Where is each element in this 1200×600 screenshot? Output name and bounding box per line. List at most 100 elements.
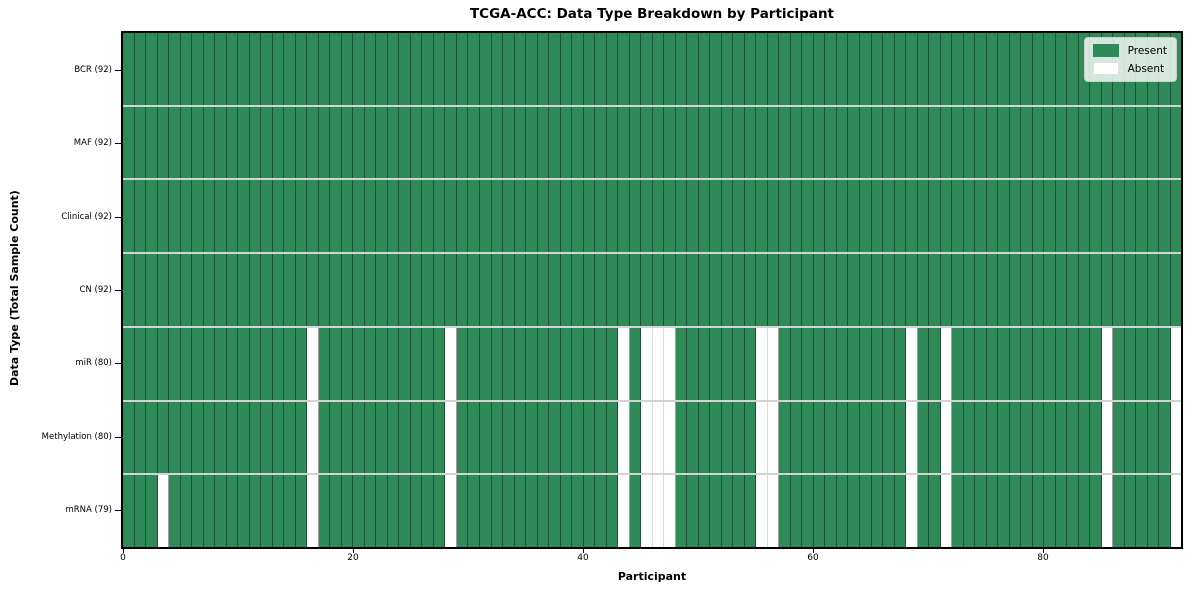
cell-CN-participant-37 bbox=[549, 254, 561, 326]
cell-BCR-participant-47 bbox=[664, 33, 676, 105]
cell-miR-participant-72 bbox=[952, 327, 964, 400]
cell-mRNA-participant-25 bbox=[410, 475, 423, 548]
cell-Methylation-participant-75 bbox=[986, 401, 999, 474]
cell-CN-participant-51 bbox=[710, 254, 722, 326]
cell-miR-participant-36 bbox=[537, 327, 550, 400]
legend-entry-present: Present bbox=[1092, 44, 1167, 57]
cell-CN-participant-54 bbox=[744, 254, 757, 326]
cell-mRNA-participant-23 bbox=[387, 475, 400, 548]
cell-Clinical-participant-29 bbox=[456, 180, 469, 253]
cell-BCR-participant-54 bbox=[744, 33, 757, 105]
cell-miR-participant-91 bbox=[1170, 327, 1182, 400]
cell-miR-participant-43 bbox=[618, 327, 630, 400]
cell-Clinical-participant-89 bbox=[1147, 180, 1160, 253]
cell-Methylation-participant-71 bbox=[940, 401, 953, 474]
cell-miR-participant-59 bbox=[802, 327, 814, 400]
cell-mRNA-participant-71 bbox=[940, 475, 953, 548]
cell-CN-participant-86 bbox=[1113, 254, 1125, 326]
cell-mRNA-participant-28 bbox=[445, 475, 457, 548]
cell-Methylation-participant-12 bbox=[261, 401, 273, 474]
cell-Clinical-participant-60 bbox=[813, 180, 826, 253]
cell-MAF-participant-50 bbox=[698, 106, 711, 179]
cell-CN-participant-82 bbox=[1067, 254, 1079, 326]
cell-BCR-participant-79 bbox=[1032, 33, 1045, 105]
cell-Clinical-participant-88 bbox=[1136, 180, 1148, 253]
cell-mRNA-participant-74 bbox=[975, 475, 987, 548]
cell-mRNA-participant-40 bbox=[583, 475, 596, 548]
cell-BCR-participant-1 bbox=[134, 33, 147, 105]
cell-Methylation-participant-27 bbox=[433, 401, 446, 474]
cell-mRNA-participant-60 bbox=[813, 475, 826, 548]
cell-BCR-participant-72 bbox=[952, 33, 964, 105]
y-tick-mark-miR bbox=[115, 363, 121, 365]
cell-CN-participant-49 bbox=[687, 254, 699, 326]
cell-Methylation-participant-48 bbox=[675, 401, 688, 474]
cell-Clinical-participant-38 bbox=[560, 180, 573, 253]
cell-Clinical-participant-75 bbox=[986, 180, 999, 253]
cell-miR-participant-88 bbox=[1136, 327, 1148, 400]
cell-Methylation-participant-53 bbox=[733, 401, 745, 474]
cell-mRNA-participant-73 bbox=[963, 475, 976, 548]
cell-MAF-participant-44 bbox=[629, 106, 642, 179]
cell-miR-participant-84 bbox=[1090, 327, 1102, 400]
cell-MAF-participant-35 bbox=[526, 106, 538, 179]
cell-mRNA-participant-84 bbox=[1090, 475, 1102, 548]
cell-MAF-participant-75 bbox=[986, 106, 999, 179]
legend: Present Absent bbox=[1083, 37, 1177, 82]
cell-Clinical-participant-27 bbox=[433, 180, 446, 253]
cell-miR-participant-65 bbox=[871, 327, 884, 400]
cell-Clinical-participant-9 bbox=[226, 180, 239, 253]
cell-mRNA-participant-29 bbox=[456, 475, 469, 548]
cell-MAF-participant-53 bbox=[733, 106, 745, 179]
cell-Clinical-participant-46 bbox=[652, 180, 665, 253]
cell-miR-participant-18 bbox=[330, 327, 342, 400]
cell-miR-participant-31 bbox=[479, 327, 492, 400]
cell-MAF-participant-33 bbox=[503, 106, 515, 179]
cell-miR-participant-48 bbox=[675, 327, 688, 400]
cell-Clinical-participant-31 bbox=[479, 180, 492, 253]
cell-Methylation-participant-36 bbox=[537, 401, 550, 474]
x-tick-label-20: 20 bbox=[347, 553, 359, 563]
cell-Clinical-participant-58 bbox=[790, 180, 803, 253]
cell-BCR-participant-33 bbox=[503, 33, 515, 105]
cell-CN-participant-61 bbox=[825, 254, 837, 326]
cell-CN-participant-57 bbox=[779, 254, 791, 326]
cell-BCR-participant-71 bbox=[940, 33, 953, 105]
cell-mRNA-participant-83 bbox=[1078, 475, 1091, 548]
cell-CN-participant-69 bbox=[917, 254, 930, 326]
cell-Clinical-participant-83 bbox=[1078, 180, 1091, 253]
cell-mRNA-participant-85 bbox=[1101, 475, 1114, 548]
cell-BCR-participant-23 bbox=[387, 33, 400, 105]
y-tick-mark-Methylation bbox=[115, 436, 121, 438]
cell-miR-participant-86 bbox=[1113, 327, 1125, 400]
cell-mRNA-participant-64 bbox=[860, 475, 872, 548]
cell-miR-participant-10 bbox=[238, 327, 250, 400]
cell-Methylation-participant-32 bbox=[491, 401, 504, 474]
cell-Clinical-participant-71 bbox=[940, 180, 953, 253]
cell-Clinical-participant-32 bbox=[491, 180, 504, 253]
cell-miR-participant-76 bbox=[998, 327, 1010, 400]
cell-MAF-participant-19 bbox=[341, 106, 354, 179]
cell-miR-participant-21 bbox=[364, 327, 377, 400]
y-tick-label-CN: CN (92) bbox=[79, 285, 112, 295]
heatmap-row-miR bbox=[123, 327, 1182, 402]
cell-BCR-participant-75 bbox=[986, 33, 999, 105]
cell-miR-participant-33 bbox=[503, 327, 515, 400]
cell-miR-participant-15 bbox=[295, 327, 308, 400]
cell-BCR-participant-64 bbox=[860, 33, 872, 105]
cell-CN-participant-70 bbox=[929, 254, 941, 326]
cell-Methylation-participant-1 bbox=[134, 401, 147, 474]
y-tick-mark-mRNA bbox=[115, 510, 121, 512]
cell-miR-participant-30 bbox=[468, 327, 480, 400]
cell-miR-participant-32 bbox=[491, 327, 504, 400]
cell-CN-participant-17 bbox=[318, 254, 331, 326]
cell-miR-participant-3 bbox=[157, 327, 170, 400]
cell-mRNA-participant-8 bbox=[215, 475, 227, 548]
cell-mRNA-participant-56 bbox=[767, 475, 780, 548]
cell-mRNA-participant-86 bbox=[1113, 475, 1125, 548]
cell-CN-participant-56 bbox=[767, 254, 780, 326]
cell-Methylation-participant-25 bbox=[410, 401, 423, 474]
cell-Clinical-participant-19 bbox=[341, 180, 354, 253]
cell-MAF-participant-78 bbox=[1021, 106, 1033, 179]
